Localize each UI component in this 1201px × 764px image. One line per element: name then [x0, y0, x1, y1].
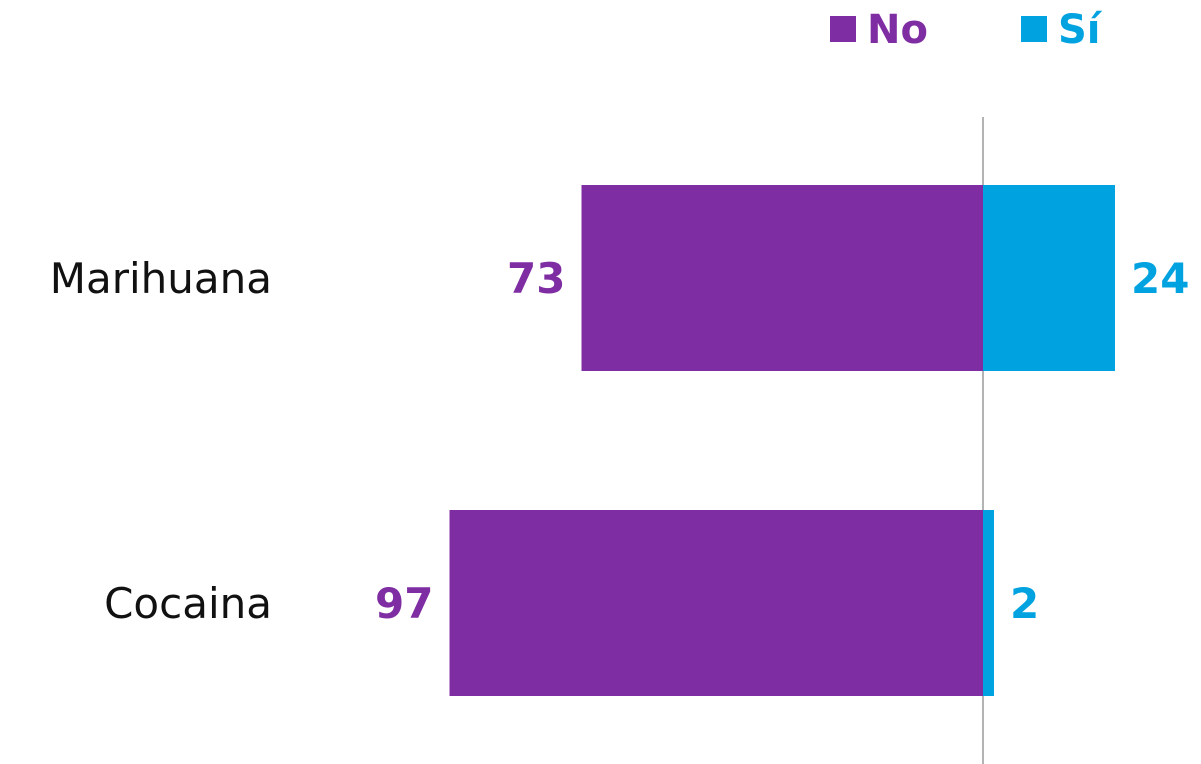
bar-no-cocaina [449, 510, 983, 696]
bar-si-marihuana [983, 185, 1115, 371]
value-label-si-marihuana: 24 [1131, 254, 1189, 303]
value-label-no-marihuana: 73 [507, 254, 565, 303]
legend-swatch-no [830, 16, 856, 42]
category-label-marihuana: Marihuana [50, 254, 272, 303]
category-label-cocaina: Cocaina [104, 579, 272, 628]
value-label-si-cocaina: 2 [1010, 579, 1039, 628]
bar-si-cocaina [983, 510, 994, 696]
labels-group: Marihuana 73 24 Cocaina 97 2 [50, 254, 1190, 628]
legend: No Sí [830, 7, 1103, 53]
legend-label-no: No [867, 7, 928, 53]
bar-no-marihuana [581, 185, 983, 371]
value-label-no-cocaina: 97 [375, 579, 433, 628]
legend-label-si: Sí [1058, 7, 1103, 53]
bars-group [449, 185, 1115, 696]
legend-swatch-si [1021, 16, 1047, 42]
